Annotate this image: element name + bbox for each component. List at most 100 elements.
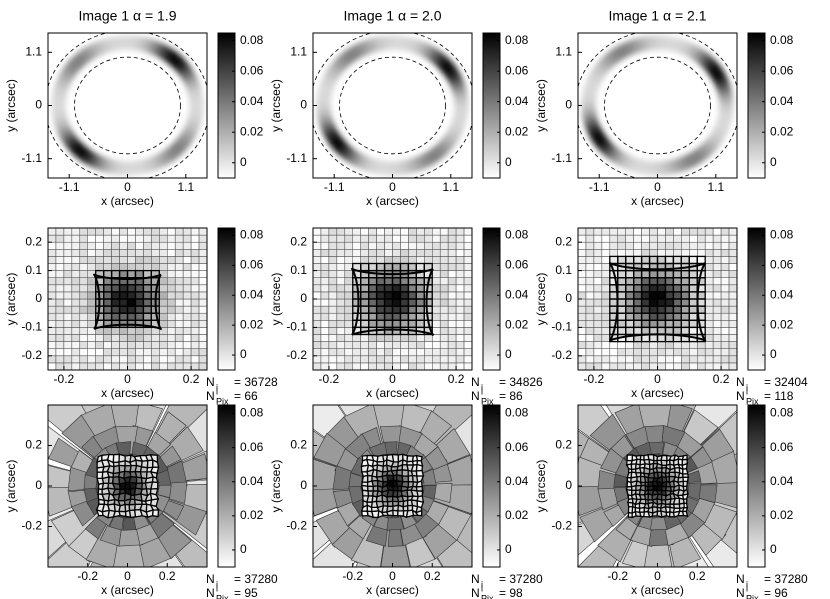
panel-title: Image 1 α = 2.0: [344, 8, 442, 24]
ring-segment: [68, 58, 82, 72]
source-pixel: [198, 234, 207, 243]
source-pixel: [87, 241, 96, 250]
source-pixel: [439, 341, 449, 349]
x-tick-label: 1.1: [707, 180, 724, 194]
annotation-sub: i: [216, 382, 218, 392]
source-pixel: [657, 348, 666, 357]
source-pixel: [384, 348, 393, 357]
ring-segment: [594, 135, 608, 148]
source-pixel: [55, 249, 65, 257]
source-pixel: [135, 270, 144, 278]
source-pixel: [368, 348, 377, 357]
y-tick-label: 0: [300, 98, 307, 112]
source-pixel: [625, 277, 634, 286]
source-pixel: [71, 312, 81, 321]
x-axis-label: x (arcsec): [101, 583, 154, 597]
source-pixel: [313, 263, 322, 271]
source-pixel: [159, 228, 168, 236]
source-pixel: [432, 341, 441, 349]
source-pixel: [455, 362, 465, 370]
source-pixel: [95, 355, 104, 364]
source-pixel: [159, 234, 168, 243]
source-pixel: [463, 228, 472, 236]
ring-segment: [173, 58, 187, 71]
ring-segment: [452, 116, 467, 124]
source-pixel: [704, 298, 714, 307]
source-pixel: [463, 348, 472, 357]
source-pixel: [633, 341, 642, 349]
ring-segment: [435, 55, 449, 69]
source-pixel: [71, 277, 81, 286]
source-pixel: [384, 312, 393, 321]
source-pixel: [649, 228, 658, 236]
ring-segment: [327, 132, 341, 145]
colorbar-tick-label: 0.06: [770, 63, 794, 77]
source-pixel: [720, 355, 730, 364]
source-pixel: [578, 277, 587, 286]
source-pixel: [633, 327, 642, 335]
source-pixel: [641, 327, 650, 335]
source-pixel: [103, 348, 112, 357]
colorbar-tick-label: 0.02: [770, 508, 794, 522]
source-pixel: [143, 249, 152, 257]
source-pixel: [617, 327, 626, 335]
source-pixel: [424, 234, 433, 243]
x-axis-label: x (arcsec): [631, 583, 684, 597]
source-pixel: [63, 277, 73, 286]
x-tick-label: -0.2: [584, 372, 605, 386]
source-pixel: [649, 270, 658, 278]
source-pixel: [447, 234, 457, 243]
source-pixel: [48, 320, 57, 328]
annotation-sub: Pix: [216, 593, 229, 599]
ring-segment: [701, 142, 714, 155]
y-tick-label: -0.2: [551, 348, 572, 362]
y-tick-label: 0.1: [25, 263, 42, 277]
x-tick-label: -0.2: [607, 569, 628, 583]
source-pixel: [368, 298, 377, 307]
source-pixel: [111, 355, 120, 364]
source-pixel: [585, 256, 595, 264]
source-pixel: [63, 270, 73, 278]
source-pixel: [392, 241, 401, 250]
source-pixel: [439, 305, 449, 314]
annotation-symbol: N: [206, 389, 215, 403]
annotation-symbol: N: [471, 586, 480, 599]
source-pixel: [697, 228, 706, 236]
source-pixel: [368, 355, 377, 364]
source-pixel: [665, 355, 674, 364]
ring-segment: [645, 36, 652, 51]
ring-segment: [585, 80, 600, 90]
ring-segment: [171, 142, 184, 155]
ring-segment: [583, 87, 598, 95]
source-pixel: [143, 341, 152, 349]
colorbar-tick-label: 0: [505, 347, 512, 361]
source-pixel: [585, 249, 595, 257]
ring-segment: [613, 150, 625, 165]
ring-segment: [586, 125, 602, 135]
annotation-sup: i: [481, 386, 483, 396]
ring-segment: [347, 46, 359, 61]
source-pixel: [328, 234, 338, 243]
source-pixel: [720, 270, 730, 278]
source-pixel: [190, 234, 200, 243]
source-pixel: [617, 320, 626, 328]
source-pixel: [360, 228, 369, 236]
source-pixel: [313, 320, 322, 328]
ring-segment: [582, 91, 597, 98]
source-pixel: [439, 312, 449, 321]
source-pixel: [344, 348, 353, 357]
source-pixel: [368, 291, 377, 300]
source-pixel: [447, 362, 457, 370]
source-pixel: [143, 305, 152, 314]
source-pixel: [455, 312, 465, 321]
ring-segment: [317, 113, 333, 121]
ring-segment: [606, 51, 619, 65]
ring-segment: [89, 43, 100, 58]
source-pixel: [167, 256, 176, 264]
source-pixel: [174, 348, 184, 357]
annotation-symbol: N: [471, 572, 480, 586]
source-pixel: [103, 291, 112, 300]
source-pixel: [633, 312, 642, 321]
source-pixel: [578, 241, 587, 250]
source-cell: [416, 490, 424, 498]
